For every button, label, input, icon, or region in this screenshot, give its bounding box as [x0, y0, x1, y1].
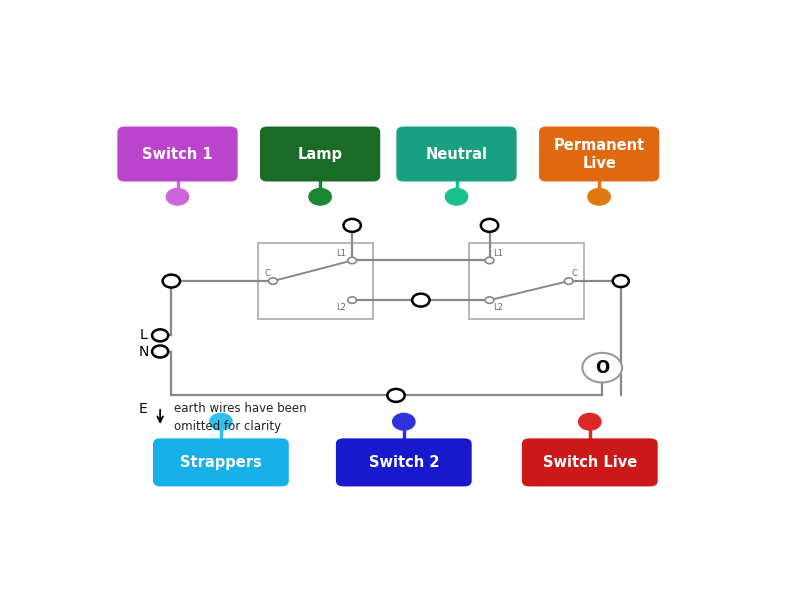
Circle shape	[162, 275, 180, 287]
Circle shape	[152, 329, 168, 341]
Circle shape	[613, 275, 629, 287]
Text: earth wires have been
omitted for clarity: earth wires have been omitted for clarit…	[174, 402, 307, 433]
Circle shape	[309, 188, 331, 205]
Text: L: L	[139, 328, 147, 343]
Circle shape	[348, 297, 357, 304]
Circle shape	[481, 219, 498, 232]
Text: L2: L2	[493, 303, 502, 312]
Bar	[469, 243, 584, 319]
FancyBboxPatch shape	[539, 127, 659, 181]
Text: Switch Live: Switch Live	[542, 455, 637, 470]
Text: Permanent
Live: Permanent Live	[554, 137, 645, 170]
Text: L1: L1	[336, 249, 346, 258]
Circle shape	[348, 257, 357, 264]
Circle shape	[486, 297, 494, 304]
Circle shape	[343, 219, 361, 232]
Text: C: C	[264, 269, 270, 278]
Text: O: O	[595, 359, 610, 377]
Circle shape	[412, 293, 430, 307]
Circle shape	[152, 346, 168, 358]
Circle shape	[446, 188, 468, 205]
Text: Switch 1: Switch 1	[142, 146, 213, 161]
Circle shape	[210, 413, 232, 430]
Bar	[258, 243, 373, 319]
Circle shape	[387, 389, 405, 402]
Circle shape	[166, 188, 189, 205]
Circle shape	[582, 353, 622, 382]
FancyBboxPatch shape	[118, 127, 238, 181]
FancyBboxPatch shape	[153, 439, 289, 487]
Circle shape	[564, 278, 573, 284]
Circle shape	[588, 188, 610, 205]
Circle shape	[486, 257, 494, 264]
Text: C: C	[572, 269, 578, 278]
FancyBboxPatch shape	[396, 127, 517, 181]
Circle shape	[393, 413, 415, 430]
Text: Neutral: Neutral	[426, 146, 487, 161]
Text: N: N	[138, 344, 149, 359]
Text: Switch 2: Switch 2	[369, 455, 439, 470]
Text: Strappers: Strappers	[180, 455, 262, 470]
Circle shape	[578, 413, 601, 430]
Text: E: E	[139, 402, 148, 416]
FancyBboxPatch shape	[522, 439, 658, 487]
FancyBboxPatch shape	[260, 127, 380, 181]
Text: Lamp: Lamp	[298, 146, 342, 161]
Circle shape	[269, 278, 278, 284]
FancyBboxPatch shape	[336, 439, 472, 487]
Text: L2: L2	[336, 303, 346, 312]
Text: L1: L1	[493, 249, 502, 258]
